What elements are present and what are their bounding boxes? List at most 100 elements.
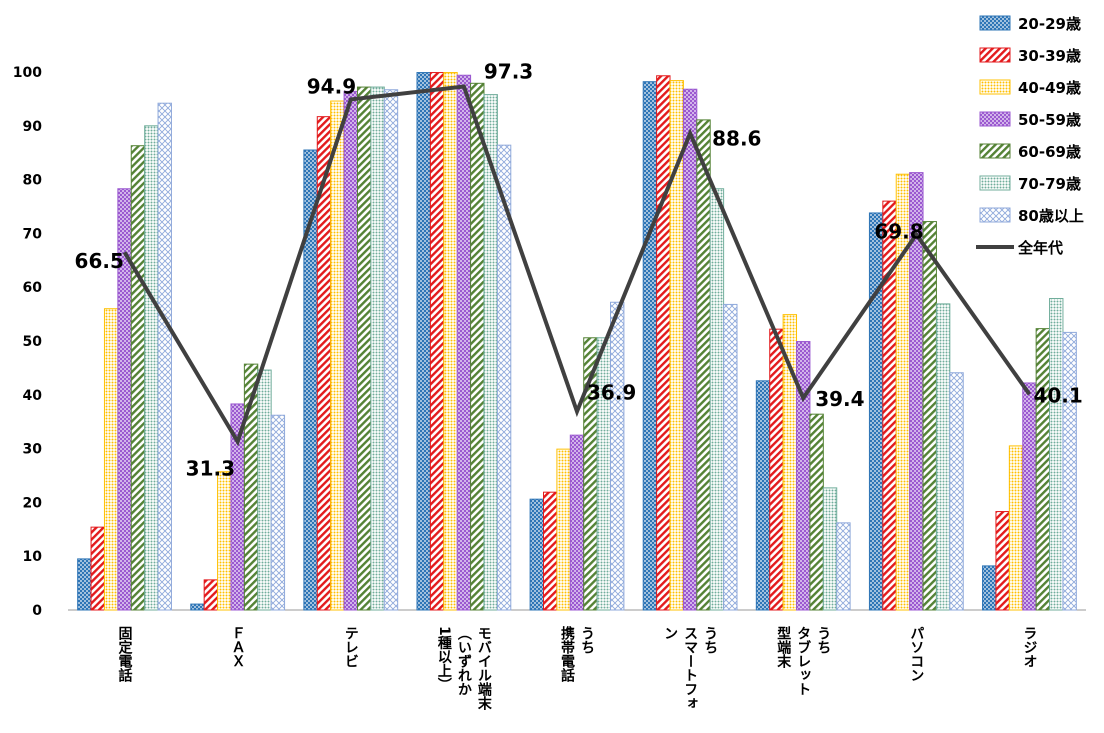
bar [190, 603, 205, 611]
bar [822, 487, 838, 611]
bar [1049, 297, 1064, 611]
bar-series [103, 72, 1024, 611]
y-tick-label: 20 [23, 495, 43, 511]
bar [596, 337, 611, 611]
bar [429, 72, 445, 611]
bar [569, 434, 585, 611]
bar [809, 413, 824, 611]
bar [982, 565, 997, 611]
legend-swatch [979, 15, 1011, 31]
x-category-label-column: スマートフォ [682, 626, 698, 710]
legend-swatch [979, 79, 1011, 95]
x-category-label-column: ン [662, 626, 678, 640]
bar [949, 372, 964, 611]
bar [157, 102, 172, 611]
bar [709, 188, 725, 611]
legend-swatch [979, 143, 1011, 159]
x-category-label: ＦＡＸ [230, 626, 246, 668]
y-tick-label: 100 [13, 65, 42, 81]
bar [935, 303, 951, 611]
bar [370, 86, 385, 611]
legend-label: 70-79歳 [1018, 175, 1081, 193]
legend-label: 60-69歳 [1018, 143, 1081, 161]
legend-label: 全年代 [1017, 239, 1063, 257]
bar [1035, 328, 1051, 611]
x-category-label-column: タブレット [795, 626, 811, 696]
bar [723, 303, 738, 611]
bar [836, 522, 851, 611]
x-category-label-column: 型端末 [775, 625, 791, 669]
bar [1022, 382, 1037, 611]
bar-series [130, 82, 1051, 611]
y-tick-label: 60 [23, 280, 43, 296]
bar [443, 72, 458, 611]
legend-label: 30-39歳 [1018, 47, 1081, 65]
bar-series-group [77, 72, 1077, 611]
bar [103, 308, 119, 611]
x-category-label-column: 携帯電話 [559, 625, 575, 683]
line-series-group [122, 84, 1032, 447]
bar [90, 526, 105, 611]
bar [343, 90, 358, 611]
bar [217, 471, 232, 611]
legend-item: 20-29歳 [979, 15, 1081, 33]
x-category-label-column: モバイル端末 [476, 626, 492, 711]
data-label: 94.9 [307, 74, 356, 98]
bar [496, 144, 512, 611]
legend-item: 60-69歳 [979, 143, 1081, 161]
x-category-label-column: ＦＡＸ [230, 626, 246, 668]
x-category-label-column: テレビ [343, 626, 359, 668]
x-category-label: 固定電話 [117, 626, 133, 683]
bar [456, 74, 472, 611]
x-category-label: テレビ [343, 626, 359, 668]
x-category-label-column: うち [815, 626, 831, 654]
legend-item: 80歳以上 [979, 207, 1084, 225]
x-category-label-column: 固定電話 [117, 626, 133, 683]
x-category-label-column: ラジオ [1021, 626, 1037, 668]
legend-swatch [979, 175, 1011, 191]
y-tick-label: 70 [23, 226, 43, 242]
legend-item: 30-39歳 [979, 47, 1081, 65]
bar-series [157, 89, 1077, 611]
bar [470, 82, 485, 611]
y-axis: 0 10 20 30 40 50 60 70 80 90 100 [13, 65, 42, 619]
bar [610, 301, 625, 611]
bar-series [90, 72, 1010, 611]
x-category-label-column: うち [702, 626, 718, 654]
data-label: 31.3 [186, 457, 235, 481]
data-label: 97.3 [484, 60, 533, 84]
data-label: 66.5 [75, 249, 124, 273]
bar [656, 75, 671, 611]
bar [130, 145, 146, 611]
legend-swatch [979, 47, 1011, 63]
data-label: 39.4 [815, 387, 864, 411]
legend-label: 20-29歳 [1018, 15, 1081, 33]
x-category-label-column: （いずれか [456, 626, 473, 696]
data-label: 88.6 [712, 126, 761, 150]
y-tick-label: 0 [32, 603, 42, 619]
bar [882, 200, 897, 611]
x-category-label-column: パソコン [908, 626, 924, 682]
data-label: 40.1 [1033, 383, 1082, 407]
bar [529, 498, 544, 611]
legend-item: 70-79歳 [979, 175, 1081, 193]
x-category-label: ラジオ [1021, 626, 1037, 668]
bar [755, 380, 771, 611]
data-label: 36.9 [587, 380, 636, 404]
legend: 20-29歳 30-39歳 40-49歳 50-59歳 60-69歳 70-79歳 80歳以… [976, 15, 1084, 257]
bar [995, 511, 1010, 611]
legend-label: 40-49歳 [1018, 79, 1081, 97]
y-tick-label: 80 [23, 173, 43, 189]
y-tick-label: 30 [23, 442, 43, 458]
legend-swatch [979, 111, 1011, 127]
bar [383, 89, 399, 611]
bar [203, 579, 219, 611]
bar [769, 328, 784, 611]
line-series-path [122, 84, 1032, 447]
bar-series [77, 72, 997, 611]
